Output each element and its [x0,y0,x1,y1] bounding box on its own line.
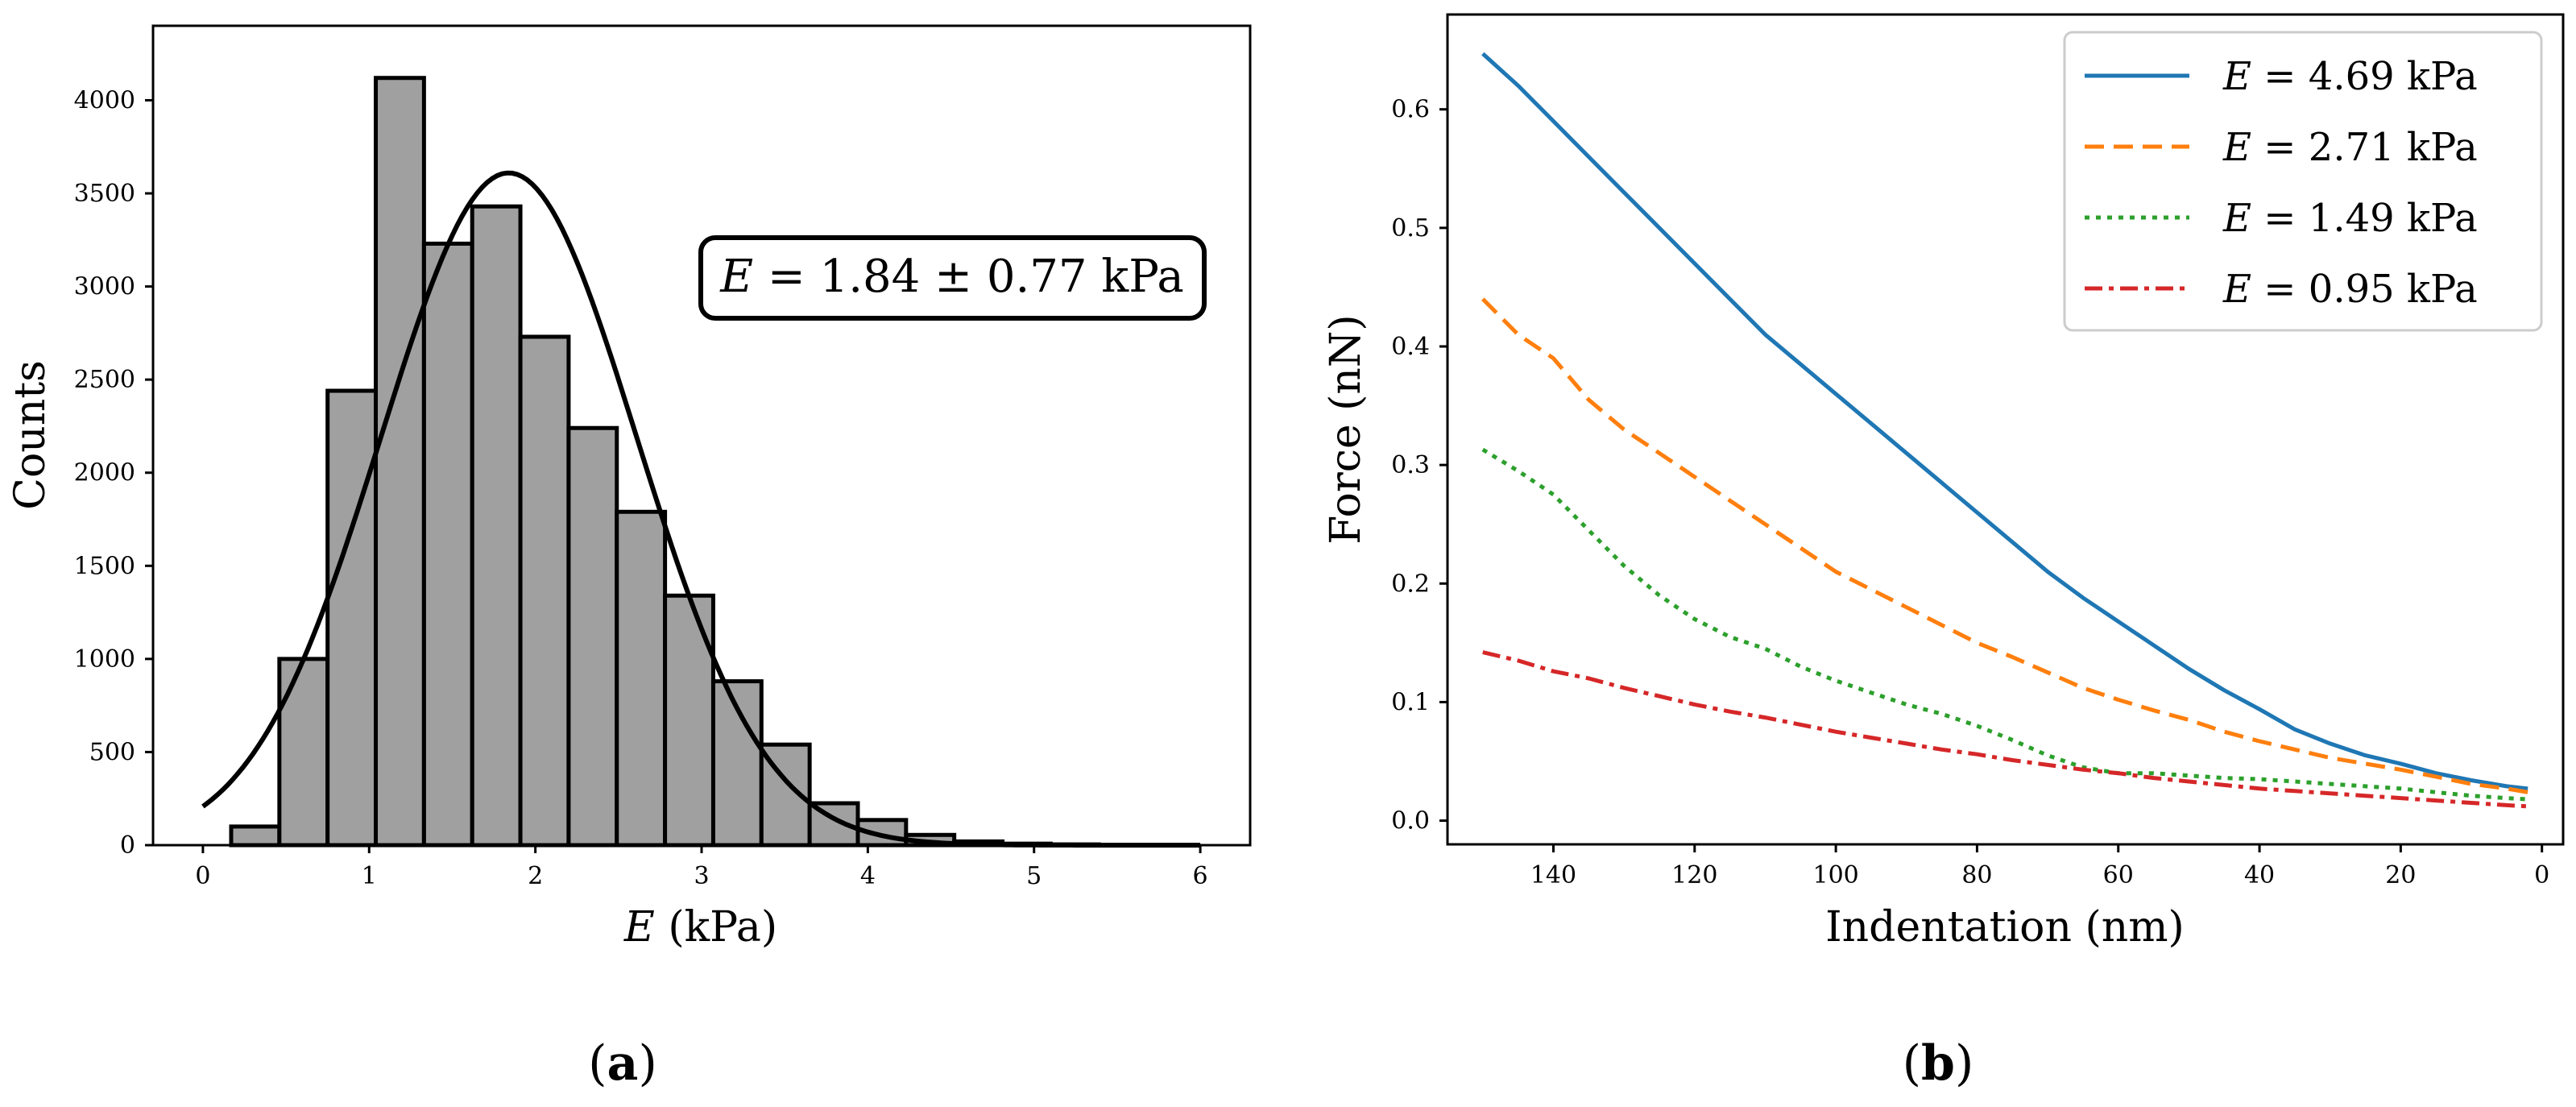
x-tick-label: 0 [195,862,210,890]
histogram-y-axis-label: Counts [6,360,55,510]
panel-a-letter: a [607,1035,639,1092]
x-tick-label: 6 [1193,862,1208,890]
histogram-bar [424,243,472,845]
legend-rest: = 2.71 kPa [2251,125,2478,170]
x-tick-label: 140 [1530,861,1576,889]
y-tick-label: 0 [120,831,135,860]
panel-label-b: (b) [1903,1035,1974,1092]
panel-a-open: ( [588,1035,607,1092]
y-tick-label: 0.0 [1391,807,1430,835]
legend-label: E = 2.71 kPa [2222,125,2478,170]
histogram-bar [231,827,280,845]
panel-b-close: ) [1955,1035,1973,1092]
histogram-bar [280,659,328,845]
histogram-bar [617,512,665,845]
x-label-var: E [623,903,655,952]
y-tick-label: 3500 [74,180,135,208]
histogram-bar [472,206,520,845]
x-tick-label: 3 [694,862,709,890]
fit-annotation-text: E = 1.84 ± 0.77 kPa [719,251,1184,303]
x-tick-label: 1 [362,862,377,890]
y-tick-label: 4000 [74,86,135,114]
fit-annotation-box: E = 1.84 ± 0.77 kPa [701,238,1204,318]
x-tick-label: 80 [1961,861,1992,889]
y-tick-label: 0.4 [1391,333,1430,361]
x-tick-label: 0 [2534,861,2549,889]
legend-label: E = 1.49 kPa [2222,196,2478,241]
legend-var: E [2222,196,2251,241]
force-y-axis-label: Force (nN) [1322,314,1370,544]
x-tick-label: 4 [860,862,876,890]
y-tick-label: 0.6 [1391,96,1430,124]
legend-var: E [2222,125,2251,170]
legend-var: E [2222,267,2251,312]
x-tick-label: 20 [2385,861,2416,889]
y-tick-label: 3000 [74,273,135,301]
y-tick-label: 1500 [74,552,135,580]
panel-label-a: (a) [588,1035,657,1092]
legend-label: E = 0.95 kPa [2222,267,2478,312]
panel-b-letter: b [1921,1035,1955,1092]
x-label-unit: (kPa) [655,903,777,952]
histogram-bar [328,391,376,845]
histogram-bar [376,78,425,845]
y-tick-label: 0.2 [1391,570,1430,598]
legend-rest: = 1.49 kPa [2251,196,2478,241]
histogram-bar [665,595,714,845]
x-tick-label: 5 [1026,862,1042,890]
annotation-rest: = 1.84 ± 0.77 kPa [753,251,1184,303]
y-tick-label: 1000 [74,645,135,674]
histogram-bar [520,337,569,845]
legend-var: E [2222,54,2251,99]
legend-rest: = 4.69 kPa [2251,54,2478,99]
y-tick-label: 0.1 [1391,688,1430,716]
panel-a-close: ) [638,1035,656,1092]
y-tick-label: 500 [89,738,135,766]
y-tick-label: 0.5 [1391,214,1430,243]
x-tick-label: 120 [1671,861,1717,889]
x-tick-label: 60 [2103,861,2134,889]
x-tick-label: 2 [528,862,543,890]
panel-b-open: ( [1903,1035,1921,1092]
histogram-x-axis-label: E (kPa) [623,903,777,952]
force-x-axis-label: Indentation (nm) [1825,903,2185,952]
y-tick-label: 2500 [74,366,135,394]
y-tick-label: 2000 [74,459,135,487]
x-tick-label: 40 [2244,861,2275,889]
y-tick-label: 0.3 [1391,451,1430,479]
x-tick-label: 100 [1812,861,1858,889]
legend-rest: = 0.95 kPa [2251,267,2478,312]
histogram-bar [569,428,617,845]
annotation-var: E [719,251,753,303]
legend-label: E = 4.69 kPa [2222,54,2478,99]
